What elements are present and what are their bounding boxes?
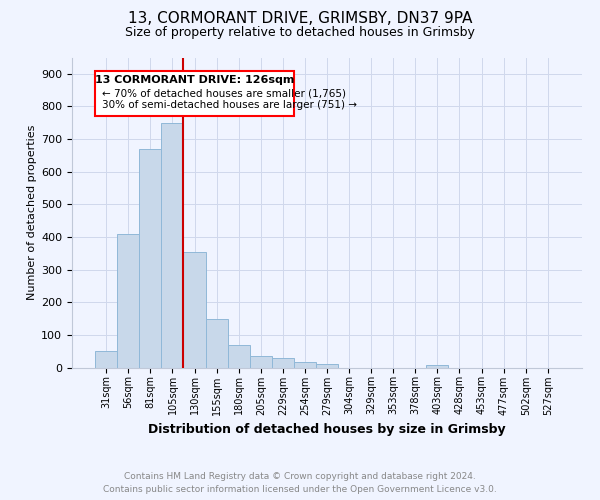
- Text: 13, CORMORANT DRIVE, GRIMSBY, DN37 9PA: 13, CORMORANT DRIVE, GRIMSBY, DN37 9PA: [128, 11, 472, 26]
- Text: 30% of semi-detached houses are larger (751) →: 30% of semi-detached houses are larger (…: [102, 100, 357, 110]
- Bar: [206, 319, 227, 368]
- Bar: [316, 364, 338, 368]
- Bar: [95, 70, 294, 116]
- Text: Contains HM Land Registry data © Crown copyright and database right 2024.
Contai: Contains HM Land Registry data © Crown c…: [103, 472, 497, 494]
- Bar: [294, 362, 316, 368]
- Text: ← 70% of detached houses are smaller (1,765): ← 70% of detached houses are smaller (1,…: [102, 88, 346, 99]
- Text: 13 CORMORANT DRIVE: 126sqm: 13 CORMORANT DRIVE: 126sqm: [95, 76, 294, 86]
- Bar: [427, 365, 448, 368]
- Bar: [161, 123, 184, 368]
- Bar: [184, 252, 206, 368]
- Text: Size of property relative to detached houses in Grimsby: Size of property relative to detached ho…: [125, 26, 475, 39]
- Bar: [139, 149, 161, 368]
- Bar: [117, 234, 139, 368]
- Bar: [250, 356, 272, 368]
- Bar: [95, 351, 117, 368]
- Y-axis label: Number of detached properties: Number of detached properties: [27, 125, 37, 300]
- Bar: [272, 358, 294, 368]
- X-axis label: Distribution of detached houses by size in Grimsby: Distribution of detached houses by size …: [148, 423, 506, 436]
- Bar: [227, 344, 250, 368]
